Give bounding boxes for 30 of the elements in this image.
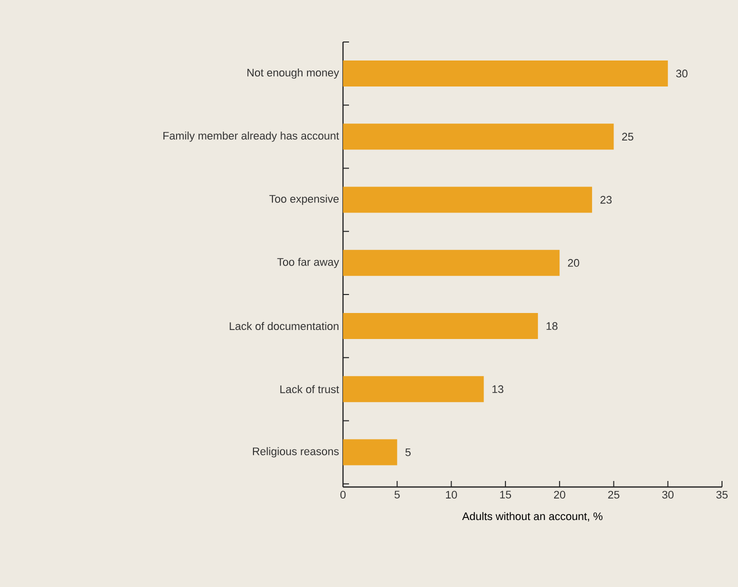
bar — [343, 124, 614, 150]
y-tick-label: Lack of documentation — [230, 322, 338, 330]
x-tick-label: 0 — [340, 490, 346, 499]
bar — [343, 313, 538, 340]
data-label: 20 — [568, 259, 580, 267]
x-tick-label: 15 — [500, 490, 512, 498]
data-label: 25 — [622, 132, 634, 141]
x-tick-label: 30 — [662, 490, 674, 499]
y-tick-label: Religious reasons — [252, 447, 339, 458]
data-label: 30 — [676, 70, 688, 78]
x-tick-label: 35 — [716, 490, 728, 499]
y-tick-label: Too far away — [277, 258, 340, 268]
bar — [343, 60, 668, 87]
x-tick-label: 25 — [608, 490, 620, 499]
x-axis-title: Adults without an account, % — [462, 512, 602, 522]
y-tick-label: Lack of trust — [280, 385, 340, 394]
y-tick-label: Not enough money — [247, 68, 340, 79]
x-tick-label: 10 — [446, 490, 457, 499]
x-tick-label: 20 — [554, 490, 566, 499]
bar — [343, 376, 484, 402]
data-label: 13 — [492, 385, 504, 394]
x-tick-label: 5 — [394, 490, 400, 498]
bar — [343, 439, 398, 466]
y-tick-label: Family member already has account — [163, 132, 340, 142]
data-label: 23 — [600, 196, 612, 204]
data-label: 18 — [546, 322, 558, 330]
y-tick-label: Too expensive — [269, 194, 339, 205]
bar — [343, 186, 592, 213]
bar — [343, 250, 560, 276]
data-label: 5 — [405, 448, 411, 456]
